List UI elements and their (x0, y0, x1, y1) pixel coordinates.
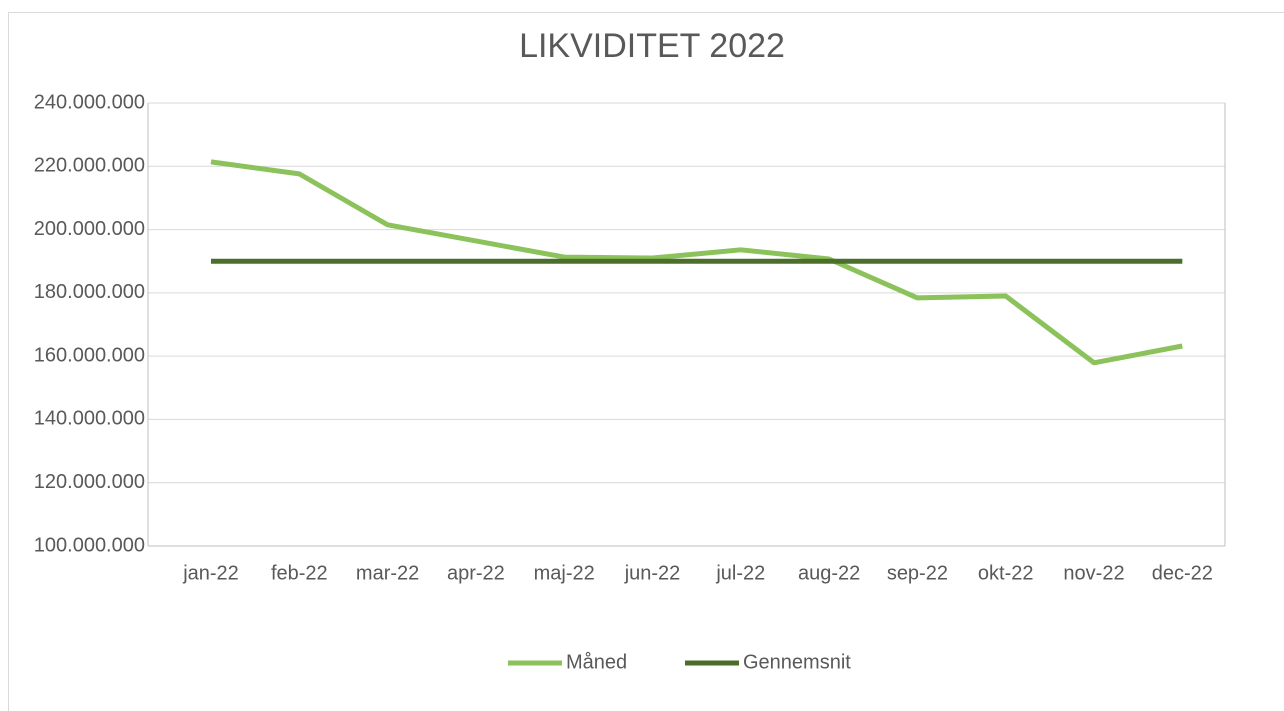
y-tick-label: 100.000.000 (34, 534, 145, 556)
x-tick-label: nov-22 (1063, 562, 1124, 584)
legend-label: Gennemsnit (743, 651, 851, 673)
x-tick-label: sep-22 (887, 562, 948, 584)
x-tick-label: maj-22 (534, 562, 595, 584)
y-tick-label: 140.000.000 (34, 408, 145, 430)
x-tick-label: feb-22 (271, 562, 328, 584)
x-tick-label: aug-22 (798, 562, 860, 584)
x-tick-label: dec-22 (1152, 562, 1213, 584)
x-tick-label: jul-22 (715, 562, 765, 584)
y-tick-label: 160.000.000 (34, 344, 145, 366)
chart-title: LIKVIDITET 2022 (519, 27, 785, 65)
y-tick-label: 240.000.000 (34, 91, 145, 113)
x-tick-label: okt-22 (978, 562, 1034, 584)
legend-label: Måned (566, 651, 627, 673)
y-tick-label: 220.000.000 (34, 155, 145, 177)
chart-border (8, 12, 1284, 711)
series-line (210, 159, 1183, 366)
x-tick-label: jan-22 (182, 562, 239, 584)
x-tick-label: apr-22 (447, 562, 505, 584)
y-tick-label: 120.000.000 (34, 471, 145, 493)
y-tick-label: 180.000.000 (34, 281, 145, 303)
x-tick-label: mar-22 (356, 562, 419, 584)
x-tick-label: jun-22 (624, 562, 681, 584)
y-tick-label: 200.000.000 (34, 218, 145, 240)
